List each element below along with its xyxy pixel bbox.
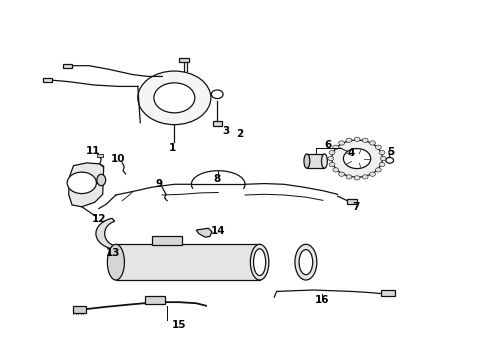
Circle shape — [375, 168, 381, 172]
Bar — [116, 244, 260, 280]
Circle shape — [138, 71, 211, 125]
Text: 10: 10 — [111, 154, 125, 164]
Bar — [145, 296, 165, 303]
Text: 4: 4 — [347, 148, 355, 158]
Text: 15: 15 — [172, 320, 187, 330]
Text: 16: 16 — [315, 295, 329, 305]
Circle shape — [386, 157, 393, 163]
Text: 14: 14 — [210, 226, 225, 236]
Circle shape — [211, 90, 223, 99]
Bar — [179, 58, 189, 62]
Circle shape — [346, 175, 352, 179]
Text: 6: 6 — [324, 140, 331, 150]
Ellipse shape — [321, 154, 327, 168]
Bar — [347, 199, 357, 204]
Circle shape — [375, 145, 381, 149]
Circle shape — [379, 162, 385, 167]
Circle shape — [332, 140, 382, 177]
Polygon shape — [69, 163, 104, 207]
Text: 11: 11 — [86, 147, 100, 157]
Circle shape — [354, 137, 360, 141]
Circle shape — [329, 150, 335, 155]
Bar — [97, 154, 103, 157]
Circle shape — [333, 145, 339, 149]
Circle shape — [333, 168, 339, 172]
Circle shape — [339, 172, 344, 176]
Ellipse shape — [295, 244, 317, 280]
Circle shape — [339, 141, 344, 145]
Text: 5: 5 — [388, 147, 395, 157]
Text: 13: 13 — [106, 248, 121, 258]
Bar — [43, 78, 52, 82]
Text: 12: 12 — [92, 214, 106, 224]
Text: 1: 1 — [169, 143, 176, 153]
Ellipse shape — [299, 249, 313, 275]
Circle shape — [380, 157, 386, 161]
Ellipse shape — [250, 244, 269, 280]
Circle shape — [354, 176, 360, 180]
Circle shape — [346, 138, 352, 142]
Circle shape — [67, 172, 97, 194]
Circle shape — [362, 138, 368, 142]
Ellipse shape — [253, 249, 266, 275]
Circle shape — [343, 149, 371, 168]
Ellipse shape — [107, 244, 124, 280]
Polygon shape — [96, 218, 119, 249]
Circle shape — [369, 141, 375, 145]
Circle shape — [154, 83, 195, 113]
Bar — [74, 306, 86, 313]
Circle shape — [328, 157, 334, 161]
Bar — [307, 154, 324, 168]
Text: 8: 8 — [213, 174, 220, 184]
Text: 7: 7 — [352, 202, 360, 212]
Polygon shape — [196, 228, 212, 237]
Ellipse shape — [304, 154, 310, 168]
Bar — [63, 64, 72, 68]
Ellipse shape — [97, 174, 106, 186]
Text: 3: 3 — [222, 126, 229, 136]
Text: 2: 2 — [237, 129, 244, 139]
Bar — [213, 121, 222, 126]
Bar — [381, 290, 395, 296]
Circle shape — [379, 150, 385, 155]
Circle shape — [329, 162, 335, 167]
Circle shape — [369, 172, 375, 176]
Bar — [152, 236, 182, 245]
Text: 9: 9 — [156, 179, 163, 189]
Circle shape — [362, 175, 368, 179]
